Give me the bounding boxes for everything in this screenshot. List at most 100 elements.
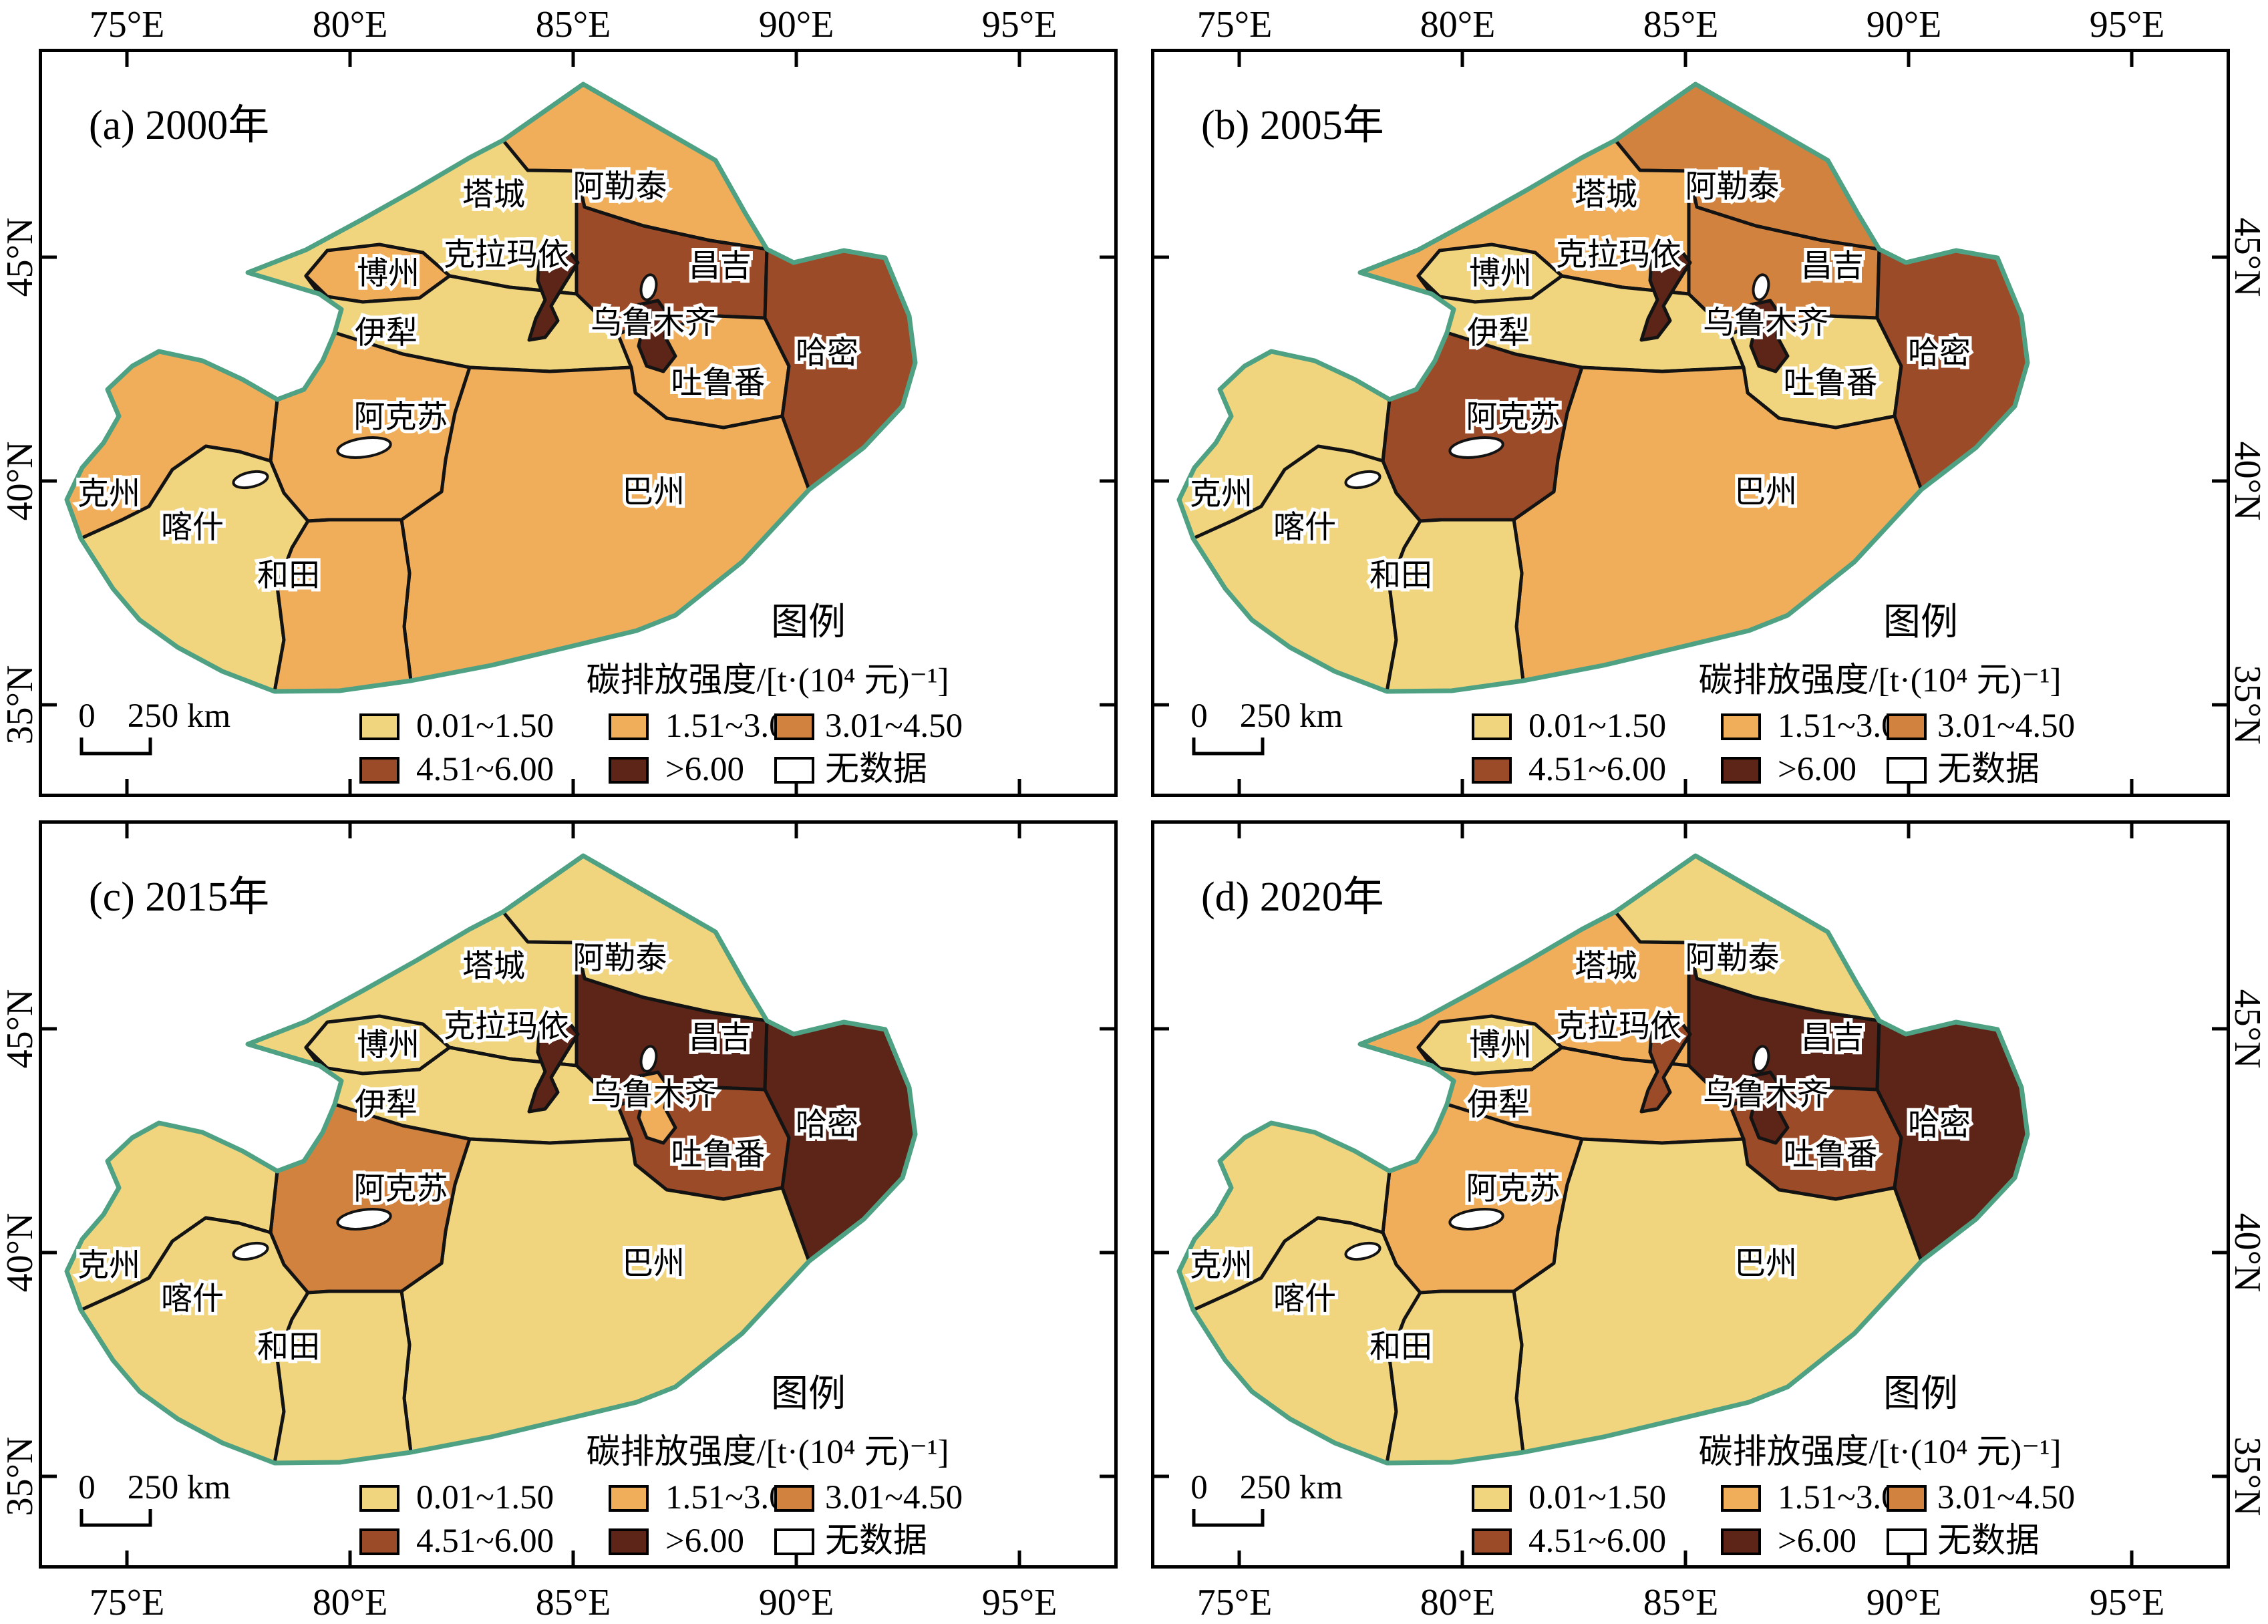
legend-label-4: 4.51~6.00 <box>1528 751 1666 788</box>
legend-label-4: 4.51~6.00 <box>1528 1522 1666 1560</box>
legend-title: 碳排放强度/[t·(10⁴ 元)⁻¹] <box>587 662 949 699</box>
region-karamay <box>1639 244 1692 342</box>
province-outline <box>64 82 918 694</box>
region-label-yili: 伊犁 <box>1467 1088 1530 1122</box>
legend-heading: 图例 <box>771 1373 846 1415</box>
region-label-aksu: 阿克苏 <box>354 1172 448 1206</box>
region-label-bazhou: 巴州 <box>622 475 685 510</box>
region-label-hotan: 和田 <box>1369 558 1432 593</box>
legend-label-4: 4.51~6.00 <box>416 1522 554 1560</box>
legend-swatch-1 <box>1472 1485 1512 1512</box>
region-label-altay: 阿勒泰 <box>1685 941 1780 976</box>
nodata-area <box>1752 1045 1770 1073</box>
region-label-tacheng: 塔城 <box>462 949 525 984</box>
panel-2015: 塔城 阿勒泰 克拉玛依 博州 伊犁 乌鲁木齐 昌吉 吐鲁番 哈密 阿克苏 巴州 克州 喀什 和田 (c) 2… <box>39 820 1118 1569</box>
region-label-hotan: 和田 <box>257 1330 320 1365</box>
region-label-yili: 伊犁 <box>355 1088 418 1122</box>
lon-label-top: 90°E <box>758 4 834 45</box>
region-label-altay: 阿勒泰 <box>1685 170 1780 204</box>
panel-title: (d) 2020年 <box>1201 874 1384 920</box>
legend-label-6: 无数据 <box>825 1522 927 1560</box>
legend-title: 碳排放强度/[t·(10⁴ 元)⁻¹] <box>1699 1434 2062 1471</box>
panel-2020: 塔城 阿勒泰 克拉玛依 博州 伊犁 乌鲁木齐 昌吉 吐鲁番 哈密 阿克苏 巴州 克州 喀什 和田 (d) 2… <box>1151 820 2230 1569</box>
lon-label-bottom: 80°E <box>312 1582 388 1623</box>
region-label-hami: 哈密 <box>796 336 858 371</box>
region-label-altay: 阿勒泰 <box>573 941 667 976</box>
legend-title: 碳排放强度/[t·(10⁴ 元)⁻¹] <box>1699 662 2062 699</box>
nodata-area <box>639 273 658 301</box>
lat-label-right: 45°N <box>2227 217 2268 297</box>
legend-swatch-4 <box>1472 757 1512 784</box>
legend-label-5: >6.00 <box>665 1522 744 1560</box>
legend-swatch-2 <box>609 713 649 740</box>
region-label-kizilsu: 克州 <box>77 1249 140 1283</box>
legend-swatch-5 <box>1721 1528 1761 1555</box>
nodata-area <box>336 436 392 459</box>
lon-label-bottom: 90°E <box>1866 1582 1942 1623</box>
region-label-tacheng: 塔城 <box>1575 178 1637 212</box>
region-label-kashgar: 喀什 <box>161 1282 224 1317</box>
scalebar-zero: 0 <box>78 1469 96 1506</box>
lat-label-left: 40°N <box>0 1212 41 1293</box>
region-label-tacheng: 塔城 <box>1575 949 1637 984</box>
lon-label-top: 75°E <box>89 4 165 45</box>
lon-label-top: 80°E <box>312 4 388 45</box>
region-label-karamay: 克拉玛依 <box>1556 238 1681 273</box>
region-hotan <box>273 1289 413 1465</box>
lat-label-right: 40°N <box>2227 1212 2268 1293</box>
lon-label-top: 95°E <box>2089 4 2165 45</box>
region-label-hami: 哈密 <box>1908 336 1971 371</box>
lon-label-top: 85°E <box>1643 4 1719 45</box>
nodata-area <box>1448 1208 1504 1231</box>
lon-label-bottom: 90°E <box>758 1582 834 1623</box>
panel-2005: 塔城 阿勒泰 克拉玛依 博州 伊犁 乌鲁木齐 昌吉 吐鲁番 哈密 阿克苏 巴州 克州 喀什 和田 (b) 2… <box>1151 49 2230 797</box>
scalebar-distance: 250 km <box>128 1469 230 1506</box>
region-label-yili: 伊犁 <box>355 316 418 351</box>
legend-swatch-6 <box>1887 1528 1927 1555</box>
lat-label-right: 45°N <box>2227 989 2268 1069</box>
legend-label-5: >6.00 <box>1778 1522 1856 1560</box>
legend-swatch-2 <box>609 1485 649 1512</box>
lat-label-left: 45°N <box>0 989 41 1069</box>
region-karamay <box>527 1015 580 1114</box>
scalebar-distance: 250 km <box>1240 697 1343 735</box>
lon-label-bottom: 75°E <box>89 1582 165 1623</box>
lon-label-bottom: 80°E <box>1420 1582 1496 1623</box>
scalebar-bracket <box>79 738 152 756</box>
region-urumqi <box>637 299 677 373</box>
region-label-bortala: 博州 <box>357 257 420 291</box>
region-label-bortala: 博州 <box>1469 257 1532 291</box>
region-label-bazhou: 巴州 <box>622 1247 685 1281</box>
region-label-aksu: 阿克苏 <box>1466 400 1561 435</box>
nodata-area <box>639 1045 658 1073</box>
panel-title: (a) 2000年 <box>89 103 269 148</box>
lon-label-top: 75°E <box>1196 4 1273 45</box>
legend-swatch-6 <box>774 1528 814 1555</box>
legend-swatch-3 <box>774 1485 814 1512</box>
legend-label-5: >6.00 <box>1778 751 1856 788</box>
legend-swatch-5 <box>1721 757 1761 784</box>
legend-swatch-4 <box>359 1528 399 1555</box>
legend-label-1: 0.01~1.50 <box>416 707 554 745</box>
region-label-changji: 昌吉 <box>1801 1021 1864 1055</box>
lat-label-right: 35°N <box>2227 1436 2268 1516</box>
nodata-area <box>1752 273 1770 301</box>
region-karamay <box>527 244 580 342</box>
nodata-area <box>336 1208 392 1231</box>
lat-label-right: 35°N <box>2227 665 2268 745</box>
legend-swatch-3 <box>774 713 814 740</box>
region-label-urumqi: 乌鲁木齐 <box>1703 306 1828 341</box>
legend-heading: 图例 <box>1883 602 1958 643</box>
lat-label-right: 40°N <box>2227 441 2268 521</box>
scalebar-distance: 250 km <box>1240 1469 1343 1506</box>
region-label-kashgar: 喀什 <box>161 510 224 545</box>
legend-swatch-3 <box>1887 713 1927 740</box>
panel-2000: 塔城 阿勒泰 克拉玛依 博州 伊犁 乌鲁木齐 昌吉 吐鲁番 哈密 阿克苏 巴州 克州 喀什 和田 (a) 2… <box>39 49 1118 797</box>
region-urumqi <box>1749 299 1790 373</box>
region-label-karamay: 克拉玛依 <box>444 238 569 273</box>
legend-label-5: >6.00 <box>665 751 744 788</box>
region-label-yili: 伊犁 <box>1467 316 1530 351</box>
